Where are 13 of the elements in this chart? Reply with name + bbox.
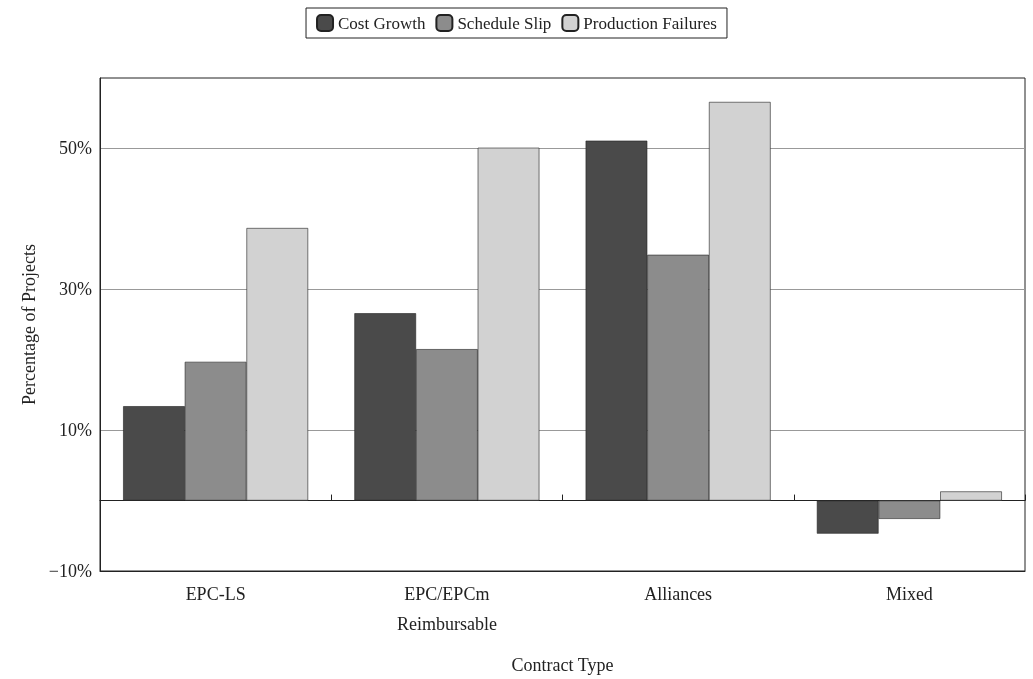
x-tick-label: EPC/EPCm Reimbursable: [396, 584, 497, 634]
x-tick-label: Mixed: [885, 584, 933, 604]
y-tick-label: 10%: [59, 420, 92, 441]
legend-label: Production Failures: [583, 13, 717, 33]
legend-label: Cost Growth: [338, 13, 426, 33]
y-tick-label: 50%: [59, 138, 92, 159]
y-tick-label: 30%: [59, 279, 92, 300]
x-tick-label: Alliances: [644, 584, 713, 604]
y-tick-label: −10%: [48, 561, 92, 581]
y-axis-title: Percentage of Projects: [18, 244, 39, 405]
x-tick-label: EPC-LS: [185, 584, 246, 604]
x-axis-title: Contract Type: [511, 655, 614, 675]
legend-label: Schedule Slip: [457, 13, 552, 33]
